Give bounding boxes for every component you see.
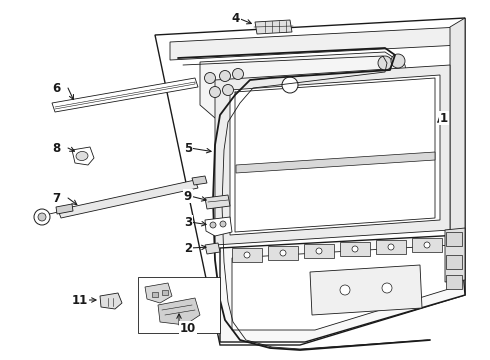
Text: 9: 9 (184, 189, 192, 202)
Circle shape (424, 242, 430, 248)
Bar (162, 290, 168, 295)
Bar (232, 248, 262, 262)
Circle shape (210, 86, 220, 98)
Circle shape (388, 244, 394, 250)
Polygon shape (170, 27, 460, 60)
Polygon shape (215, 65, 450, 245)
Polygon shape (155, 18, 465, 345)
Text: 1: 1 (440, 112, 448, 125)
Polygon shape (230, 75, 440, 235)
Bar (446, 232, 462, 246)
Circle shape (244, 252, 250, 258)
Polygon shape (205, 217, 232, 236)
Bar (446, 255, 462, 269)
Polygon shape (52, 78, 198, 112)
Text: 5: 5 (184, 141, 192, 154)
Polygon shape (220, 235, 465, 342)
Polygon shape (205, 195, 230, 209)
Circle shape (391, 54, 405, 68)
Circle shape (382, 283, 392, 293)
Polygon shape (100, 293, 122, 309)
Circle shape (340, 285, 350, 295)
Polygon shape (58, 180, 198, 218)
Text: 11: 11 (72, 293, 88, 306)
Circle shape (282, 77, 298, 93)
Polygon shape (450, 18, 465, 295)
Polygon shape (232, 245, 452, 330)
Polygon shape (158, 298, 200, 325)
Circle shape (316, 248, 322, 254)
Bar (304, 244, 334, 258)
Bar (138, 277, 220, 333)
Bar (412, 238, 442, 252)
Circle shape (222, 85, 234, 95)
Circle shape (210, 222, 216, 228)
Text: 3: 3 (184, 216, 192, 229)
Text: 4: 4 (232, 12, 240, 24)
Polygon shape (310, 265, 422, 315)
Circle shape (204, 72, 216, 84)
Polygon shape (205, 243, 220, 254)
Circle shape (220, 221, 226, 227)
Polygon shape (145, 283, 172, 303)
Circle shape (232, 68, 244, 80)
Bar (268, 246, 298, 260)
Polygon shape (56, 204, 73, 214)
Text: 2: 2 (184, 242, 192, 255)
Text: 8: 8 (52, 141, 60, 154)
Circle shape (220, 71, 230, 81)
Bar (376, 240, 406, 254)
Circle shape (280, 250, 286, 256)
Polygon shape (200, 52, 410, 122)
Text: 6: 6 (52, 81, 60, 94)
Circle shape (352, 246, 358, 252)
Bar (446, 275, 462, 289)
Polygon shape (236, 152, 435, 173)
Bar (152, 292, 158, 297)
Polygon shape (192, 176, 207, 185)
Text: 7: 7 (52, 192, 60, 204)
Circle shape (378, 56, 392, 70)
Text: 10: 10 (180, 322, 196, 335)
Circle shape (38, 213, 46, 221)
Bar (340, 242, 370, 256)
Polygon shape (445, 228, 465, 282)
Circle shape (34, 209, 50, 225)
Ellipse shape (76, 152, 88, 161)
Polygon shape (255, 20, 292, 34)
Polygon shape (72, 147, 94, 165)
